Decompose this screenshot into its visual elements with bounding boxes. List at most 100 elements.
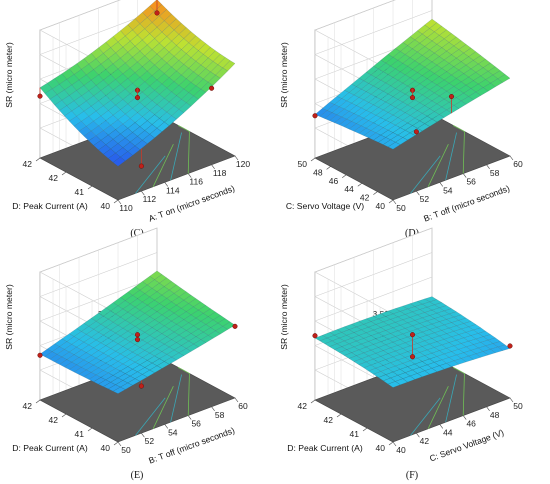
- x-tick-label: 54: [168, 427, 178, 437]
- x-tick-label: 118: [213, 168, 227, 178]
- floor-contour: [152, 144, 174, 187]
- y-tick-label: 42: [23, 159, 33, 169]
- y-tick-label: 42: [49, 173, 59, 183]
- x-tick-label: 58: [490, 168, 500, 178]
- z-axis-label: SR (micro meter): [279, 284, 289, 350]
- y-tick: [373, 191, 378, 195]
- y-tick-label: 48: [313, 167, 323, 177]
- panel-caption: (C): [130, 228, 143, 239]
- x-tick-label: 42: [420, 436, 430, 446]
- x-tick-label: 56: [466, 177, 476, 187]
- x-tick-label: 112: [143, 194, 157, 204]
- x-tick-label: 60: [238, 401, 248, 411]
- floor-contour: [427, 144, 449, 187]
- x-tick-label: 44: [443, 427, 453, 437]
- floor-contour: [135, 155, 166, 194]
- response-surface: [39, 270, 236, 394]
- z-axis-label: SR (micro meter): [4, 284, 14, 350]
- y-tick: [61, 413, 67, 418]
- y-tick: [342, 174, 347, 179]
- design-point: [37, 352, 43, 358]
- y-tick: [113, 441, 119, 446]
- design-point: [232, 323, 238, 329]
- y-tick: [35, 399, 41, 404]
- y-tick-label: 46: [329, 176, 339, 186]
- response-surface: [314, 18, 511, 150]
- design-point: [409, 95, 416, 101]
- x-tick-label: 50: [121, 445, 131, 455]
- y-tick: [388, 441, 394, 446]
- y-tick-label: 42: [360, 193, 370, 203]
- x-axis-label: A: T on (micro seconds): [147, 183, 236, 224]
- floor-contour: [170, 374, 182, 423]
- x-tick: [141, 191, 145, 196]
- design-point: [413, 129, 419, 135]
- chart-panel-e: 1.502.002.503.003.50SR (micro meter)5052…: [0, 227, 275, 484]
- floor-contour: [452, 124, 465, 174]
- y-tick: [357, 182, 362, 187]
- floor-contour: [177, 366, 190, 416]
- x-tick-label: 60: [513, 159, 523, 169]
- y-tick-label: 42: [298, 401, 308, 411]
- chart-panel-f: 1.502.002.503.003.50SR (micro meter)4042…: [275, 227, 550, 484]
- x-tick-label: 56: [191, 419, 201, 429]
- surface-cell: [112, 156, 126, 167]
- panel-caption: (D): [405, 228, 419, 239]
- y-axis-label: C: Servo Voltage (V): [286, 201, 364, 211]
- x-tick: [462, 173, 467, 178]
- x-tick: [141, 433, 145, 438]
- y-tick: [310, 399, 316, 404]
- design-point: [448, 94, 455, 100]
- z-axis-label: SR (micro meter): [4, 42, 14, 108]
- y-tick-label: 42: [324, 415, 334, 425]
- design-point: [209, 85, 215, 91]
- y-tick: [362, 427, 368, 432]
- surface-plot-svg: 1.502.002.503.003.50SR (micro meter)5052…: [4, 227, 248, 481]
- y-axis-label: D: Peak Current (A): [12, 443, 88, 453]
- design-point: [138, 383, 144, 389]
- x-axis-label: C: Servo Voltage (V): [428, 427, 505, 463]
- x-tick: [187, 415, 192, 420]
- x-tick: [486, 164, 490, 169]
- x-tick: [187, 173, 192, 178]
- x-tick: [439, 424, 444, 429]
- x-tick: [486, 406, 490, 411]
- x-tick: [416, 191, 420, 196]
- y-tick-label: 44: [344, 184, 354, 194]
- y-tick: [87, 427, 93, 432]
- y-axis-label: D: Peak Current (A): [12, 201, 88, 211]
- surface-cell: [112, 386, 126, 394]
- design-point: [134, 95, 141, 101]
- surface-cell: [387, 381, 401, 388]
- design-point: [507, 343, 513, 349]
- x-tick-label: 52: [420, 194, 430, 204]
- floor-contour: [170, 132, 182, 181]
- y-tick-label: 40: [376, 201, 386, 211]
- y-tick-label: 40: [376, 443, 386, 453]
- x-axis-label: B: T off (micro seconds): [147, 425, 236, 465]
- chart-panel-d: 1.502.002.503.003.50SR (micro meter)5052…: [275, 0, 550, 242]
- surface-cell: [387, 142, 401, 150]
- design-point: [37, 93, 43, 99]
- x-tick: [392, 441, 397, 447]
- y-tick-label: 42: [49, 415, 59, 425]
- response-surface: [314, 296, 511, 388]
- floor-contour: [445, 132, 457, 181]
- response-surface: [39, 0, 236, 167]
- x-tick-label: 110: [119, 203, 133, 213]
- x-tick: [117, 441, 122, 447]
- y-tick-label: 50: [298, 159, 308, 169]
- design-point: [409, 354, 416, 360]
- x-tick-label: 58: [215, 410, 225, 420]
- floor-contour: [177, 124, 190, 174]
- design-point: [134, 337, 141, 343]
- chart-panel-c: 1.502.002.503.003.50SR (micro meter)1101…: [0, 0, 275, 242]
- x-tick: [234, 155, 239, 161]
- design-point: [312, 113, 318, 119]
- design-point: [312, 333, 318, 339]
- x-tick: [211, 406, 215, 411]
- x-axis-label: B: T off (micro seconds): [422, 183, 511, 223]
- y-tick-label: 41: [75, 187, 85, 197]
- x-tick: [392, 199, 397, 205]
- y-tick-label: 40: [101, 201, 111, 211]
